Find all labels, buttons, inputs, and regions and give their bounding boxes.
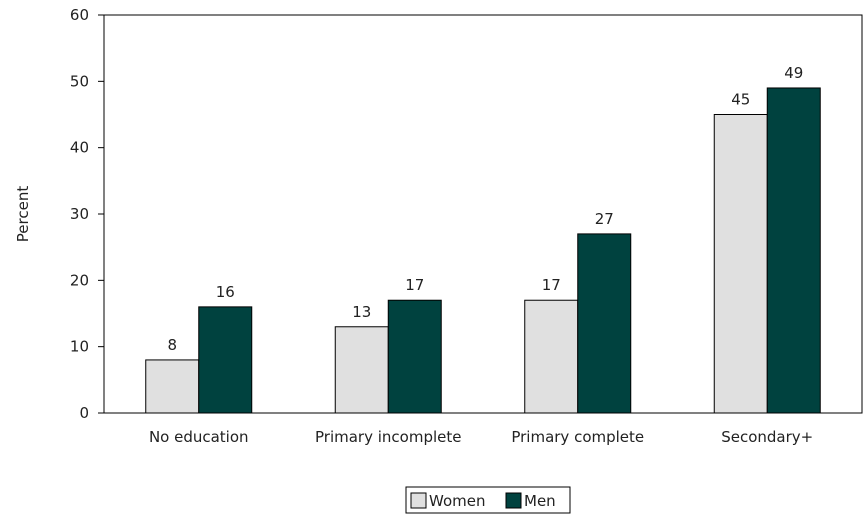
y-tick-label: 20 xyxy=(70,271,89,289)
y-axis-ticks: 0 10 20 30 40 50 60 xyxy=(70,6,104,422)
value-label: 8 xyxy=(167,336,177,354)
y-tick-label: 50 xyxy=(70,72,89,90)
value-label: 17 xyxy=(542,276,561,294)
bar-women-4 xyxy=(713,114,768,414)
bars xyxy=(145,87,821,414)
value-label: 49 xyxy=(784,64,803,82)
y-tick-label: 30 xyxy=(70,205,89,223)
legend-swatch-men xyxy=(505,492,522,509)
legend: Women Men xyxy=(405,486,571,514)
value-label: 27 xyxy=(595,210,614,228)
bar-men-2 xyxy=(387,299,442,414)
bar-men-1 xyxy=(198,306,253,414)
bar-women-3 xyxy=(524,299,579,414)
category-labels: No education Primary incomplete Primary co… xyxy=(149,428,813,446)
bar-women-2 xyxy=(334,326,389,414)
category-label: Primary complete xyxy=(511,428,644,446)
y-tick-label: 60 xyxy=(70,6,89,24)
value-label: 13 xyxy=(352,303,371,321)
category-label: Primary incomplete xyxy=(315,428,461,446)
legend-label-women: Women xyxy=(429,492,485,510)
legend-label-men: Men xyxy=(524,492,556,510)
category-label: Secondary+ xyxy=(721,428,813,446)
y-axis-title: Percent xyxy=(14,186,32,243)
bar-men-3 xyxy=(577,233,632,414)
bar-women-1 xyxy=(145,359,200,414)
y-tick-label: 0 xyxy=(79,404,89,422)
value-label: 17 xyxy=(405,276,424,294)
legend-box xyxy=(405,486,571,514)
y-tick-label: 40 xyxy=(70,139,89,157)
plot-frame xyxy=(103,14,863,414)
bar-men-4 xyxy=(766,87,821,414)
value-label: 16 xyxy=(216,283,235,301)
value-labels: 8 16 13 17 17 27 45 49 xyxy=(167,64,803,354)
y-tick-label: 10 xyxy=(70,338,89,356)
value-label: 45 xyxy=(731,91,750,109)
category-label: No education xyxy=(149,428,249,446)
legend-swatch-women xyxy=(410,492,427,509)
